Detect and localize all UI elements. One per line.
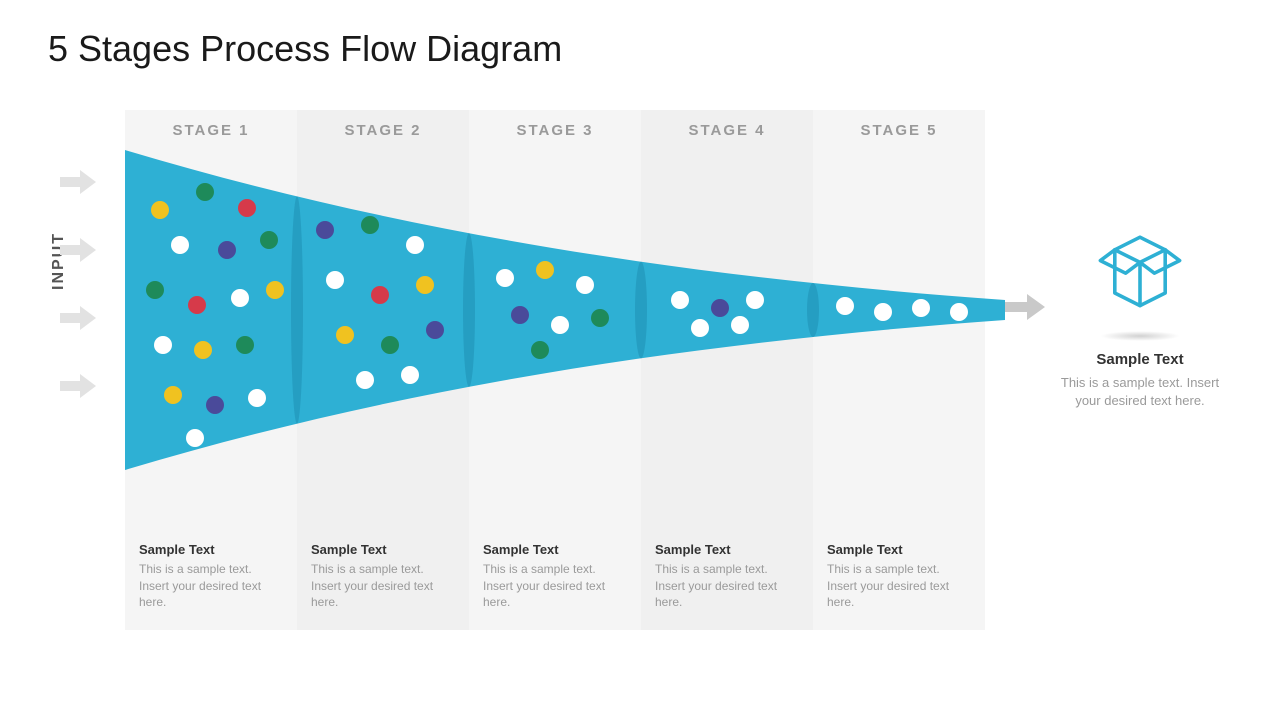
input-arrow-icon — [60, 374, 96, 398]
stage-title: Sample Text — [827, 542, 971, 557]
stage-text: Sample Text This is a sample text. Inser… — [139, 542, 283, 610]
input-arrow-icon — [60, 306, 96, 330]
stage-text: Sample Text This is a sample text. Inser… — [655, 542, 799, 610]
input-arrow-icon — [60, 170, 96, 194]
stage-header: STAGE 4 — [641, 122, 813, 139]
diagram: INPUT STAGE 1 Sample Text This is a samp… — [60, 110, 1230, 670]
output-title: Sample Text — [1050, 351, 1230, 368]
stage-column: STAGE 3 Sample Text This is a sample tex… — [469, 110, 641, 630]
page-title: 5 Stages Process Flow Diagram — [48, 28, 562, 70]
stage-header: STAGE 3 — [469, 122, 641, 139]
stage-title: Sample Text — [655, 542, 799, 557]
box-icon — [1095, 230, 1185, 325]
stage-title: Sample Text — [311, 542, 455, 557]
stage-title: Sample Text — [139, 542, 283, 557]
stage-column: STAGE 4 Sample Text This is a sample tex… — [641, 110, 813, 630]
input-arrows — [60, 170, 96, 398]
output-arrow-icon — [1005, 294, 1045, 325]
box-shadow — [1100, 331, 1180, 341]
input-arrow-icon — [60, 238, 96, 262]
stage-text: Sample Text This is a sample text. Inser… — [311, 542, 455, 610]
stage-body: This is a sample text. Insert your desir… — [827, 561, 971, 610]
stage-body: This is a sample text. Insert your desir… — [311, 561, 455, 610]
stage-body: This is a sample text. Insert your desir… — [139, 561, 283, 610]
stage-column: STAGE 2 Sample Text This is a sample tex… — [297, 110, 469, 630]
stage-text: Sample Text This is a sample text. Inser… — [483, 542, 627, 610]
stage-header: STAGE 1 — [125, 122, 297, 139]
stage-column: STAGE 5 Sample Text This is a sample tex… — [813, 110, 985, 630]
stage-title: Sample Text — [483, 542, 627, 557]
stage-body: This is a sample text. Insert your desir… — [655, 561, 799, 610]
stage-header: STAGE 2 — [297, 122, 469, 139]
output-body: This is a sample text. Insert your desir… — [1050, 374, 1230, 410]
stage-header: STAGE 5 — [813, 122, 985, 139]
stages-panel: STAGE 1 Sample Text This is a sample tex… — [125, 110, 985, 630]
stage-column: STAGE 1 Sample Text This is a sample tex… — [125, 110, 297, 630]
stage-text: Sample Text This is a sample text. Inser… — [827, 542, 971, 610]
stage-body: This is a sample text. Insert your desir… — [483, 561, 627, 610]
output-block: Sample Text This is a sample text. Inser… — [1050, 230, 1230, 410]
